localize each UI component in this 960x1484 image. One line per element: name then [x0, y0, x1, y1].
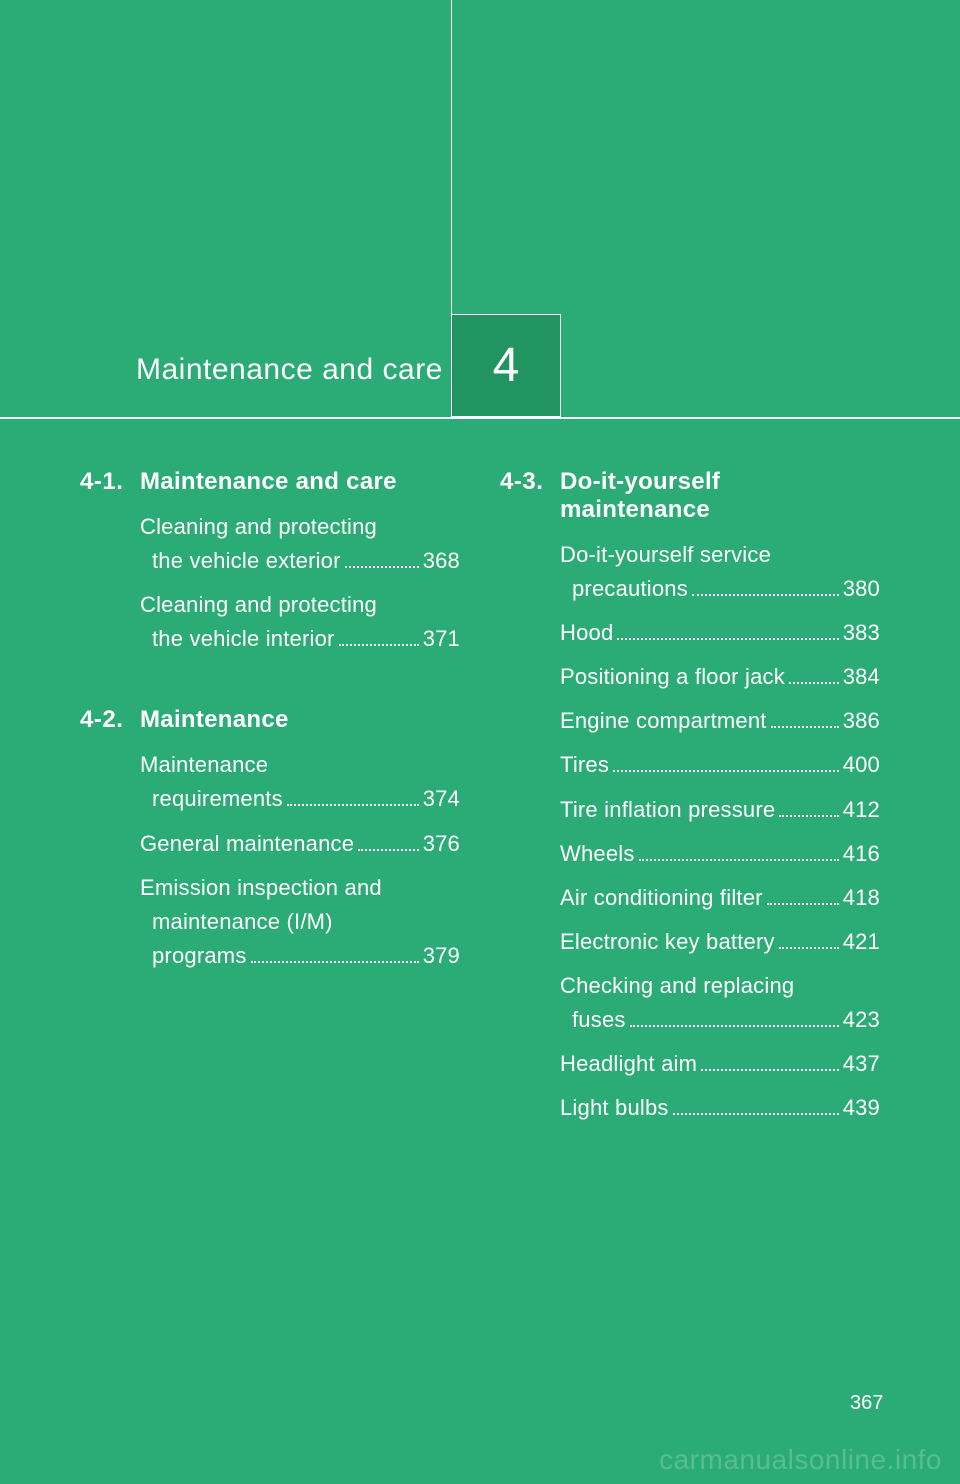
- section-title: Do-it-yourselfmaintenance: [560, 468, 720, 524]
- toc-entry-page: 423: [843, 1003, 880, 1037]
- toc-entry-label: programs: [140, 939, 247, 973]
- toc-entry-label: Engine compartment: [560, 704, 767, 738]
- toc-entry: General maintenance 376: [140, 827, 460, 861]
- toc-entry: Hood 383: [560, 616, 880, 650]
- toc-entry-page: 412: [843, 793, 880, 827]
- toc-entry-page: 383: [843, 616, 880, 650]
- toc-entry-page: 380: [843, 572, 880, 606]
- toc-entry-label: Headlight aim: [560, 1047, 697, 1081]
- leader-dots: [789, 682, 839, 684]
- toc-entry: Maintenancerequirements 374: [140, 748, 460, 816]
- section-number: 4-2.: [80, 706, 140, 734]
- section-title: Maintenance and care: [140, 468, 397, 496]
- leader-dots: [345, 566, 419, 568]
- chapter-title: Maintenance and care: [136, 353, 443, 387]
- watermark: carmanualsonline.info: [659, 1444, 942, 1476]
- leader-dots: [339, 644, 419, 646]
- toc-entry-page: 416: [843, 837, 880, 871]
- leader-dots: [287, 804, 419, 806]
- toc-entry: Tire inflation pressure 412: [560, 793, 880, 827]
- leader-dots: [767, 903, 839, 905]
- toc-entry: Tires 400: [560, 748, 880, 782]
- toc-entry-label: Tire inflation pressure: [560, 793, 775, 827]
- page-number: 367: [850, 1392, 883, 1415]
- toc-entry: Wheels 416: [560, 837, 880, 871]
- toc-entry-page: 374: [423, 782, 460, 816]
- toc-entry-page: 384: [843, 660, 880, 694]
- toc-entry-label: Maintenance: [140, 748, 268, 782]
- toc-entry: Emission inspection andmaintenance (I/M)…: [140, 871, 460, 973]
- toc-entry-label: Checking and replacing: [560, 969, 794, 1003]
- leader-dots: [617, 638, 838, 640]
- toc-section: 4-3.Do-it-yourselfmaintenance Do-it-yours…: [500, 468, 880, 1125]
- toc-entry-label: Cleaning and protecting: [140, 588, 377, 622]
- toc-entry-label: the vehicle exterior: [140, 544, 341, 578]
- toc-columns: 4-1.Maintenance and care Cleaning and pro…: [80, 468, 880, 1175]
- toc-section: 4-2.MaintenanceMaintenancerequirements37…: [80, 706, 460, 973]
- toc-entry: Air conditioning filter 418: [560, 881, 880, 915]
- toc-entry-label: Positioning a floor jack: [560, 660, 785, 694]
- horizontal-divider: [0, 417, 960, 419]
- leader-dots: [673, 1113, 839, 1115]
- toc-entry-label: Hood: [560, 616, 613, 650]
- right-column: 4-3.Do-it-yourselfmaintenance Do-it-yours…: [500, 468, 880, 1175]
- toc-entry-label: Tires: [560, 748, 609, 782]
- leader-dots: [779, 947, 839, 949]
- toc-entry: Cleaning and protectingthe vehicle inter…: [140, 588, 460, 656]
- leader-dots: [779, 815, 838, 817]
- leader-dots: [251, 961, 419, 963]
- toc-entry-label: Electronic key battery: [560, 925, 775, 959]
- leader-dots: [639, 859, 839, 861]
- leader-dots: [358, 849, 419, 851]
- chapter-number: 4: [493, 338, 520, 393]
- leader-dots: [630, 1025, 839, 1027]
- toc-entry-page: 371: [423, 622, 460, 656]
- toc-entry-page: 386: [843, 704, 880, 738]
- leader-dots: [771, 726, 839, 728]
- toc-entry-page: 418: [843, 881, 880, 915]
- toc-entry-label: requirements: [140, 782, 283, 816]
- toc-entry-page: 376: [423, 827, 460, 861]
- toc-entry: Positioning a floor jack 384: [560, 660, 880, 694]
- toc-entry-label: Light bulbs: [560, 1091, 669, 1125]
- toc-section: 4-1.Maintenance and care Cleaning and pro…: [80, 468, 460, 656]
- toc-entry-page: 379: [423, 939, 460, 973]
- leader-dots: [613, 770, 839, 772]
- toc-entry-label: Cleaning and protecting: [140, 510, 377, 544]
- left-column: 4-1.Maintenance and care Cleaning and pro…: [80, 468, 460, 1175]
- toc-entry-label: Air conditioning filter: [560, 881, 763, 915]
- toc-entry: Engine compartment 386: [560, 704, 880, 738]
- toc-entry-label: fuses: [560, 1003, 626, 1037]
- toc-entry-label: maintenance (I/M): [140, 905, 333, 939]
- toc-entry: Headlight aim 437: [560, 1047, 880, 1081]
- toc-entry: Light bulbs 439: [560, 1091, 880, 1125]
- section-title: Maintenance: [140, 706, 289, 734]
- leader-dots: [701, 1069, 839, 1071]
- toc-entry-page: 400: [843, 748, 880, 782]
- toc-entry-label: Emission inspection and: [140, 871, 382, 905]
- toc-entry-page: 439: [843, 1091, 880, 1125]
- chapter-number-box: 4: [451, 314, 561, 417]
- toc-entry: Do-it-yourself serviceprecautions 380: [560, 538, 880, 606]
- toc-entry-page: 437: [843, 1047, 880, 1081]
- toc-entry-page: 421: [843, 925, 880, 959]
- toc-entry-label: precautions: [560, 572, 688, 606]
- toc-entry-label: the vehicle interior: [140, 622, 335, 656]
- leader-dots: [692, 594, 839, 596]
- toc-entry: Checking and replacingfuses 423: [560, 969, 880, 1037]
- toc-entry: Electronic key battery 421: [560, 925, 880, 959]
- section-number: 4-1.: [80, 468, 140, 496]
- toc-entry-label: Do-it-yourself service: [560, 538, 771, 572]
- toc-entry-label: Wheels: [560, 837, 635, 871]
- page-root: Maintenance and care 4 4-1.Maintenance a…: [0, 0, 960, 1484]
- toc-entry-label: General maintenance: [140, 827, 354, 861]
- section-number: 4-3.: [500, 468, 560, 496]
- toc-entry-page: 368: [423, 544, 460, 578]
- toc-entry: Cleaning and protectingthe vehicle exter…: [140, 510, 460, 578]
